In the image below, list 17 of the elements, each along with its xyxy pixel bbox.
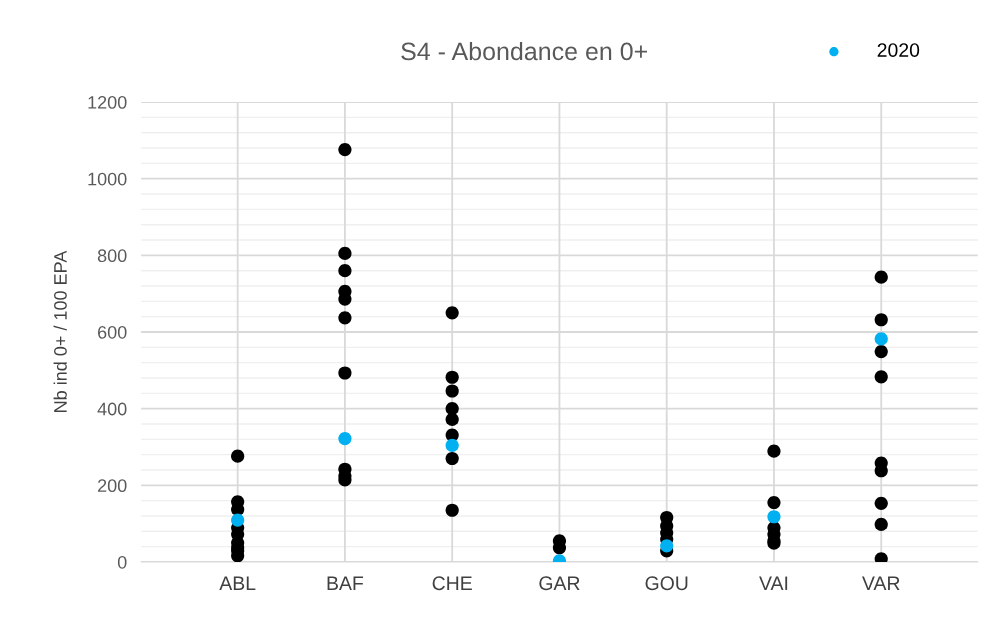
- chart-title: S4 - Abondance en 0+: [401, 41, 647, 61]
- x-tick-label: GAR: [539, 576, 580, 591]
- legend-label: 2020: [877, 43, 920, 57]
- y-tick-label: 800: [97, 249, 127, 263]
- y-tick-label: 1000: [88, 172, 127, 186]
- x-tick-label: CHE: [432, 576, 472, 591]
- x-tick-label: ABL: [219, 576, 256, 590]
- y-axis-title: Nb ind 0+ / 100 EPA: [53, 250, 67, 412]
- y-tick-label: 400: [97, 402, 127, 416]
- y-tick-label: 200: [98, 479, 127, 493]
- y-tick-label: 600: [98, 325, 127, 339]
- x-tick-label: VAI: [759, 576, 788, 590]
- x-tick-label: BAF: [327, 576, 364, 590]
- y-tick-label: 0: [117, 555, 127, 569]
- y-tick-label: 1200: [88, 95, 127, 109]
- x-tick-label: GOU: [645, 576, 688, 591]
- x-tick-label: VAR: [862, 576, 900, 590]
